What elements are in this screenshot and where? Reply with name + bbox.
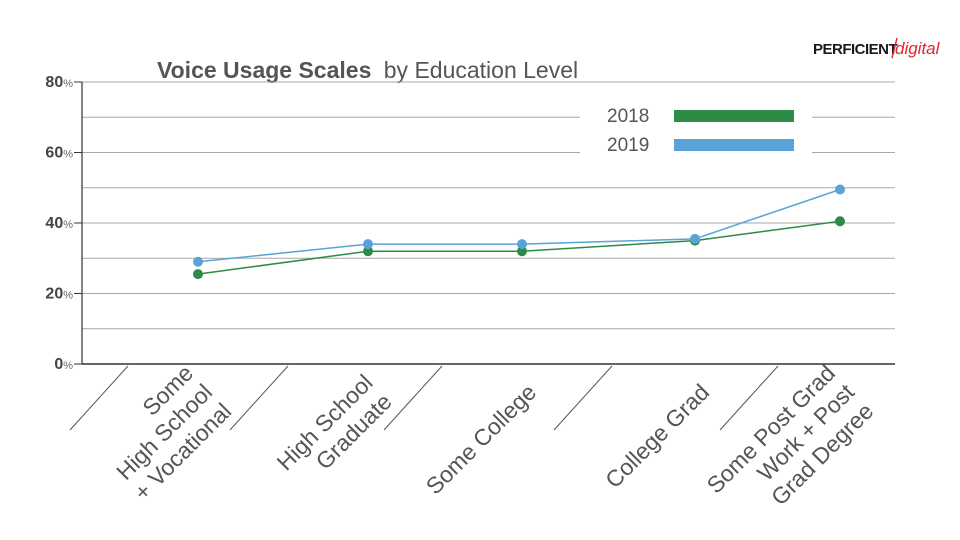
- y-tick-labels: 0%20%40%60%80%: [45, 74, 73, 373]
- logo-left-text: PERFICIENT: [813, 41, 898, 58]
- logo-right-text: digital: [895, 39, 941, 58]
- legend-label-2019: 2019: [607, 135, 649, 156]
- y-tick-label-20: 20%: [45, 286, 73, 303]
- x-tick-separator: [553, 365, 613, 431]
- x-tick-separator: [383, 365, 443, 431]
- x-tick-label-line: College Grad: [600, 379, 714, 493]
- y-tick-unit: %: [63, 290, 73, 302]
- series: [193, 184, 845, 280]
- chart-title: Voice Usage Scales by Education Level: [157, 57, 578, 83]
- axes: [74, 81, 895, 365]
- x-tick-label-2: Some College: [421, 379, 542, 500]
- x-tick-separator: [69, 365, 129, 431]
- y-tick-label-60: 60%: [45, 145, 73, 162]
- legend-swatch-2019: [674, 139, 794, 151]
- chart-title-main: Voice Usage Scales: [157, 57, 371, 83]
- x-tick-label-line: Some College: [421, 379, 542, 500]
- data-point-2018-0: [193, 269, 203, 280]
- y-tick-unit: %: [63, 219, 73, 231]
- y-tick-label-80: 80%: [45, 74, 73, 91]
- y-tick-number: 80: [45, 74, 63, 91]
- data-point-2019-4: [835, 184, 845, 195]
- y-tick-unit: %: [63, 78, 73, 90]
- y-tick-unit: %: [63, 360, 73, 372]
- data-point-2018-1: [363, 246, 373, 257]
- data-point-2019-0: [193, 256, 203, 267]
- y-tick-number: 20: [45, 286, 63, 303]
- gridlines: [82, 81, 895, 330]
- data-point-2018-4: [835, 216, 845, 227]
- data-point-2019-3: [690, 233, 700, 244]
- legend-label-2018: 2018: [607, 106, 649, 127]
- x-tick-separator: [229, 365, 289, 431]
- data-point-2018-2: [517, 246, 527, 257]
- legend: 2018 2019: [580, 98, 812, 160]
- x-tick-label-3: College Grad: [600, 379, 714, 493]
- y-tick-number: 60: [45, 145, 63, 162]
- perficient-digital-logo: PERFICIENT digital: [813, 37, 941, 59]
- data-point-2019-2: [517, 239, 527, 250]
- y-tick-label-0: 0%: [54, 356, 73, 373]
- data-point-2019-1: [363, 239, 373, 250]
- chart-title-suffix: by Education Level: [384, 57, 578, 83]
- y-tick-label-40: 40%: [45, 215, 73, 232]
- x-tick-separator: [719, 365, 779, 431]
- y-tick-unit: %: [63, 149, 73, 161]
- legend-swatch-2018: [674, 110, 794, 122]
- y-tick-number: 0: [54, 356, 63, 373]
- y-tick-number: 40: [45, 215, 63, 232]
- logo-slash: [891, 37, 898, 59]
